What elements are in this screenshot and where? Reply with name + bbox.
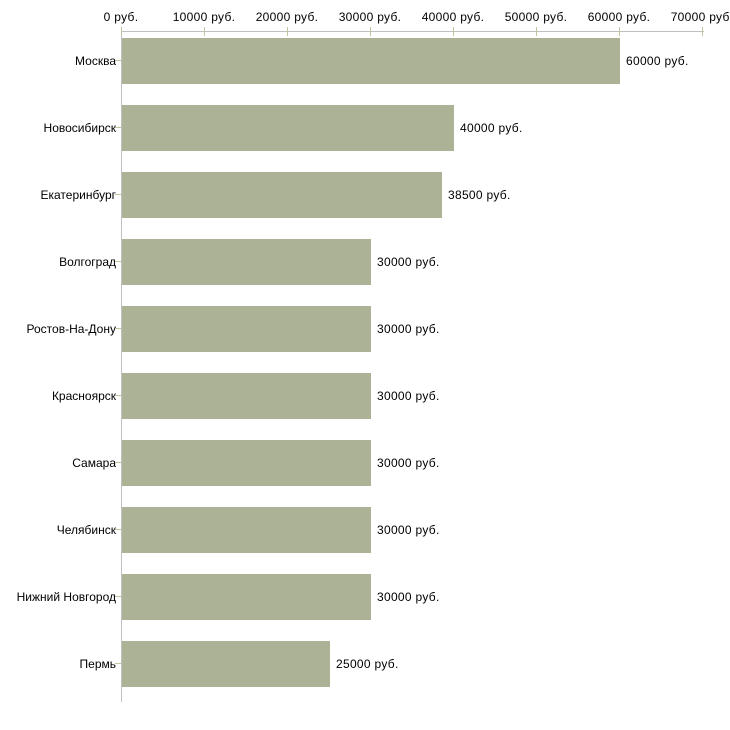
bar [122,373,371,419]
y-tick-mark [115,596,121,597]
value-label: 30000 руб. [377,389,440,403]
bar-row: Красноярск 30000 руб. [0,373,730,419]
value-label: 30000 руб. [377,255,440,269]
y-tick-mark [115,127,121,128]
bar-row: Челябинск 30000 руб. [0,507,730,553]
x-tick-mark [702,27,703,36]
bar [122,641,330,687]
value-label: 30000 руб. [377,523,440,537]
bar-row: Волгоград 30000 руб. [0,239,730,285]
x-tick-mark [453,27,454,36]
category-label: Нижний Новгород [16,590,116,604]
x-tick-label: 20000 руб. [255,10,319,24]
x-tick-mark [287,27,288,36]
x-tick-label: 50000 руб. [504,10,568,24]
x-tick-label: 10000 руб. [172,10,236,24]
x-tick-label: 70000 руб. [670,10,730,24]
y-tick-mark [115,529,121,530]
bar [122,38,620,84]
category-label: Красноярск [51,389,116,403]
bar [122,172,442,218]
bar [122,105,454,151]
value-label: 40000 руб. [460,121,523,135]
category-label: Ростов-На-Дону [26,322,116,336]
x-tick-mark [121,27,122,36]
value-label: 30000 руб. [377,322,440,336]
x-tick-label: 30000 руб. [338,10,402,24]
bar [122,440,371,486]
value-label: 30000 руб. [377,456,440,470]
category-label: Екатеринбург [40,188,117,202]
y-tick-mark [115,261,121,262]
category-label: Новосибирск [43,121,116,135]
y-tick-mark [115,60,121,61]
x-tick-mark [204,27,205,36]
x-tick-mark [619,27,620,36]
bar-row: Ростов-На-Дону 30000 руб. [0,306,730,352]
x-tick-label: 60000 руб. [587,10,651,24]
value-label: 38500 руб. [448,188,511,202]
bar [122,306,371,352]
x-tick-label: 40000 руб. [421,10,485,24]
bar [122,239,371,285]
y-tick-mark [115,328,121,329]
category-label: Москва [75,54,116,68]
bar-row: Самара 30000 руб. [0,440,730,486]
y-tick-mark [115,462,121,463]
bar-row: Нижний Новгород 30000 руб. [0,574,730,620]
value-label: 30000 руб. [377,590,440,604]
bar-row: Новосибирск 40000 руб. [0,105,730,151]
y-axis-line [121,31,122,702]
category-label: Волгоград [59,255,116,269]
category-label: Пермь [79,657,116,671]
bar-row: Москва 60000 руб. [0,38,730,84]
y-tick-mark [115,663,121,664]
bar-row: Пермь 25000 руб. [0,641,730,687]
x-tick-mark [370,27,371,36]
bar [122,574,371,620]
x-axis-line [121,31,704,32]
value-label: 25000 руб. [336,657,399,671]
x-tick-label: 0 руб. [103,10,139,24]
bar-row: Екатеринбург 38500 руб. [0,172,730,218]
y-tick-mark [115,395,121,396]
bar [122,507,371,553]
y-tick-mark [115,194,121,195]
value-label: 60000 руб. [626,54,689,68]
x-tick-mark [536,27,537,36]
category-label: Челябинск [56,523,116,537]
category-label: Самара [72,456,116,470]
